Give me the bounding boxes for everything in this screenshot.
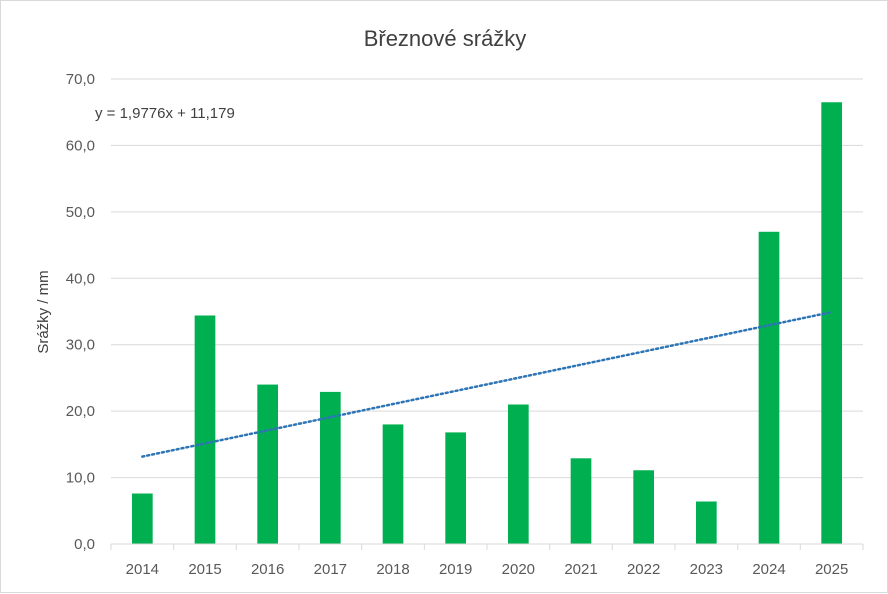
bar-2025 [821, 102, 843, 544]
x-tick-label: 2024 [752, 561, 785, 578]
axes [110, 543, 864, 550]
y-tick-label: 10,0 [66, 470, 95, 487]
x-tick-label: 2019 [439, 561, 472, 578]
y-tick-label: 70,0 [66, 71, 95, 88]
bar-2016 [257, 384, 279, 544]
y-tick-label: 60,0 [66, 137, 95, 154]
trendline-line [141, 310, 833, 458]
bar-2020 [507, 404, 529, 544]
x-tick-labels: 2014 2015 2016 2017 2018 2019 2020 2021 2022 2023… [126, 561, 849, 578]
gridlines [111, 78, 863, 479]
y-tick-label: 30,0 [66, 337, 95, 354]
x-tick-label: 2023 [690, 561, 723, 578]
y-tick-labels: 0,0 10,0 20,0 30,0 40,0 50,0 60,0 70,0 [66, 71, 95, 553]
x-tick-label: 2022 [627, 561, 660, 578]
bar-2023 [695, 501, 717, 544]
x-tick-label: 2015 [188, 561, 221, 578]
x-tick-label: 2018 [376, 561, 409, 578]
bar-2018 [382, 424, 404, 544]
x-tick-label: 2016 [251, 561, 284, 578]
y-tick-label: 0,0 [74, 536, 95, 553]
trendline-equation: y = 1,9776x + 11,179 [95, 105, 235, 122]
bar-2014 [131, 493, 153, 544]
x-tick-label: 2025 [815, 561, 848, 578]
x-tick-label: 2020 [502, 561, 535, 578]
bar-2019 [445, 432, 467, 544]
bar-2015 [194, 315, 216, 544]
x-tick-label: 2021 [564, 561, 597, 578]
bars [131, 102, 843, 545]
x-tick-label: 2017 [314, 561, 347, 578]
chart-title: Březnové srážky [364, 26, 527, 51]
trendline [141, 310, 833, 458]
y-axis-title: Srážky / mm [35, 270, 52, 353]
bar-2017 [319, 391, 341, 544]
x-tick-label: 2014 [126, 561, 159, 578]
bar-2022 [633, 470, 655, 544]
bar-2024 [758, 231, 780, 545]
y-tick-label: 50,0 [66, 204, 95, 221]
bar-2021 [570, 458, 592, 544]
y-tick-label: 40,0 [66, 270, 95, 287]
y-tick-label: 20,0 [66, 403, 95, 420]
